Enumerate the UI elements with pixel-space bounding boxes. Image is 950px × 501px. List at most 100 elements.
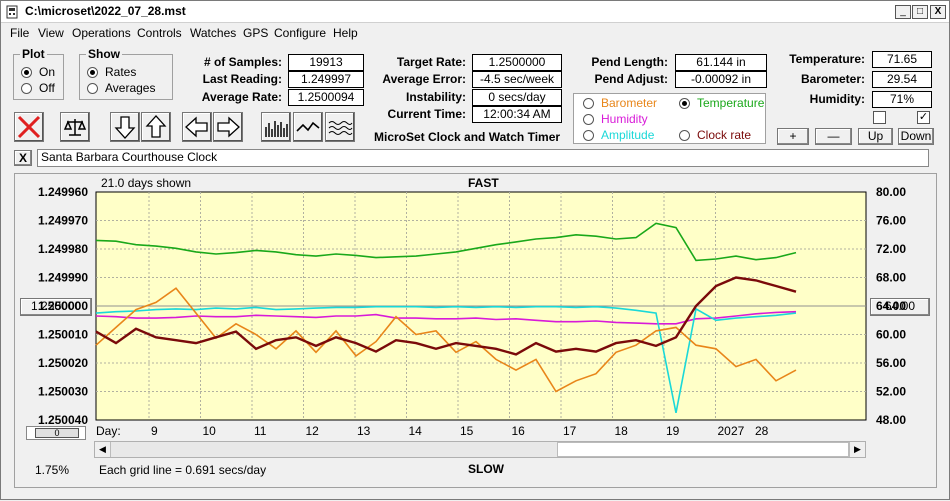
menu-configure[interactable]: Configure <box>274 26 327 40</box>
arrow-down-icon <box>114 116 136 139</box>
plot-off-label: Off <box>39 81 55 95</box>
arrow-up-icon <box>145 115 167 138</box>
up-arrow-button[interactable] <box>141 112 171 142</box>
barometer-radio[interactable] <box>583 98 594 109</box>
instability-label: Instability: <box>405 90 466 104</box>
zoom-slider-thumb[interactable]: 0 <box>35 428 79 438</box>
scrollbar-thumb[interactable] <box>557 442 849 457</box>
x-tick-label: 18 <box>615 424 629 438</box>
line-plot-button[interactable] <box>293 112 323 142</box>
temperature-value: 71.65 <box>872 51 932 68</box>
left-arrow-button[interactable] <box>182 112 212 142</box>
percent-text: 1.75% <box>35 463 70 477</box>
series-line-amplitude <box>95 305 797 414</box>
zoom-slider[interactable]: 0 <box>26 426 86 440</box>
histogram-icon <box>265 121 288 137</box>
humidity-radio[interactable] <box>583 114 594 125</box>
y-left-tick-label: 1.250040 <box>38 413 88 427</box>
plot-off-radio[interactable] <box>21 83 32 94</box>
right-center-value-button[interactable]: 64.00 <box>870 298 930 316</box>
barometer-option: Barometer <box>601 96 658 110</box>
stop-button[interactable] <box>14 112 44 142</box>
temperature-option: Temperature <box>697 96 765 110</box>
chart-panel: 21.0 days shown FAST SLOW Each grid line… <box>14 173 937 488</box>
show-rates-label: Rates <box>105 65 137 79</box>
waveform-icon <box>328 121 353 135</box>
show-averages-label: Averages <box>105 81 156 95</box>
scroll-right-icon[interactable]: ▶ <box>849 442 865 457</box>
chart-label-slow: SLOW <box>468 462 504 476</box>
y-right-tick-label: 48.00 <box>876 413 906 427</box>
scale-icon <box>63 119 87 136</box>
show-rates-radio[interactable] <box>87 67 98 78</box>
chart-title-fast: FAST <box>468 176 499 190</box>
y-left-tick-label: 1.249980 <box>38 242 88 256</box>
wave-plot-button[interactable] <box>325 112 355 142</box>
barometer-label: Barometer: <box>800 72 865 86</box>
clockrate-option: Clock rate <box>697 128 752 142</box>
right-checkbox[interactable]: ✓ <box>917 111 930 124</box>
menu-watches[interactable]: Watches <box>190 26 237 40</box>
plot-on-radio[interactable] <box>21 67 32 78</box>
average-error-value: -4.5 sec/week <box>472 71 562 88</box>
x-tick-label: 19 <box>666 424 680 438</box>
temperature-radio[interactable] <box>679 98 690 109</box>
x-tick-label: 28 <box>755 424 769 438</box>
scroll-left-icon[interactable]: ◀ <box>95 442 111 457</box>
menu-gps[interactable]: GPS <box>243 26 269 40</box>
average-rate-value: 1.2500094 <box>288 89 364 106</box>
plot-on-label: On <box>39 65 56 79</box>
samples-value: 19913 <box>288 54 364 71</box>
y-right-tick-label: 80.00 <box>876 185 906 199</box>
down-button[interactable]: Down <box>898 128 934 145</box>
show-group-title: Show <box>86 47 122 61</box>
clockrate-radio[interactable] <box>679 130 690 141</box>
time-scrollbar[interactable]: ◀ ▶ <box>94 441 866 458</box>
y-right-tick-label: 64.00 <box>876 299 906 313</box>
menu-view[interactable]: View <box>38 26 64 40</box>
menu-controls[interactable]: Controls <box>137 26 182 40</box>
barometer-value: 29.54 <box>872 71 932 88</box>
watch-name-input[interactable]: Santa Barbara Courthouse Clock <box>37 149 929 167</box>
maximize-button[interactable]: □ <box>912 5 928 19</box>
show-averages-radio[interactable] <box>87 83 98 94</box>
left-center-value-button[interactable]: 1.250000 <box>20 298 92 316</box>
balance-button[interactable] <box>60 112 90 142</box>
amplitude-radio[interactable] <box>583 130 594 141</box>
y-right-tick-label: 56.00 <box>876 356 906 370</box>
y-left-tick-label: 1.249970 <box>38 214 88 228</box>
y-right-tick-label: 68.00 <box>876 271 906 285</box>
menu-operations[interactable]: Operations <box>72 26 131 40</box>
samples-label: # of Samples: <box>203 55 282 69</box>
x-tick-label: 14 <box>409 424 423 438</box>
title-bar: C:\microset\2022_07_28.mst _ □ X <box>1 1 949 23</box>
day-axis-label: Day: <box>96 424 121 438</box>
menu-file[interactable]: File <box>10 26 30 40</box>
red-x-icon <box>17 115 41 139</box>
menu-help[interactable]: Help <box>333 26 358 40</box>
minus-button[interactable]: — <box>815 128 852 145</box>
close-button[interactable]: X <box>930 5 946 19</box>
clear-watch-button[interactable]: X <box>14 150 32 166</box>
right-arrow-button[interactable] <box>213 112 243 142</box>
target-rate-label: Target Rate: <box>396 55 466 69</box>
down-arrow-button[interactable] <box>110 112 140 142</box>
y-left-tick-label: 1.250020 <box>38 356 88 370</box>
y-right-tick-label: 76.00 <box>876 214 906 228</box>
show-group: Show Rates Averages <box>79 47 173 100</box>
current-time-label: Current Time: <box>387 107 466 121</box>
arrow-left-icon <box>185 116 208 138</box>
y-right-tick-label: 52.00 <box>876 385 906 399</box>
minimize-button[interactable]: _ <box>895 5 911 19</box>
average-rate-label: Average Rate: <box>201 90 282 104</box>
left-checkbox[interactable] <box>873 111 886 124</box>
plus-button[interactable]: + <box>777 128 809 145</box>
up-button[interactable]: Up <box>858 128 893 145</box>
y-left-tick-label: 1.250030 <box>38 385 88 399</box>
x-tick-label: 12 <box>306 424 320 438</box>
last-reading-label: Last Reading: <box>202 72 282 86</box>
histogram-button[interactable] <box>261 112 291 142</box>
humidity-label: Humidity: <box>809 92 865 106</box>
app-icon <box>6 5 18 19</box>
